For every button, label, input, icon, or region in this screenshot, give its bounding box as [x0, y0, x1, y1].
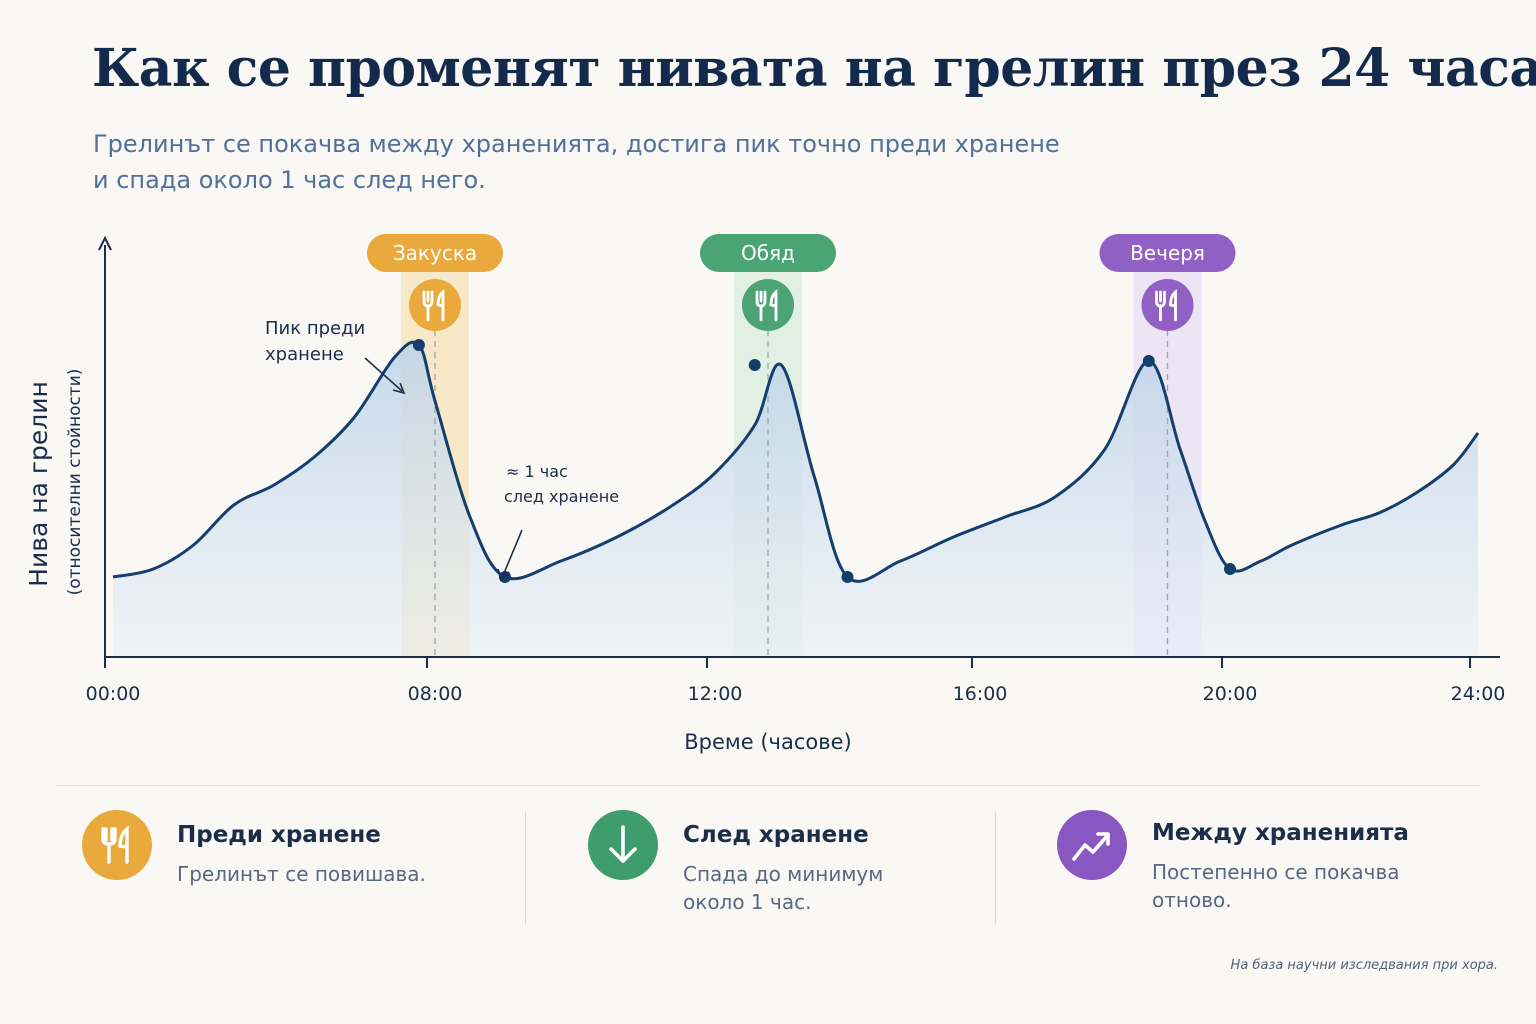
ghrelin-chart: 00:00 08:00 12:00 16:00 20:00 24:00 Закуска Об… — [24, 234, 1506, 754]
legend-title-between-meals: Между храненията — [1152, 820, 1409, 846]
fork-knife-icon-0 — [409, 279, 461, 331]
legend-title-before-meal: Преди хранене — [177, 822, 381, 848]
meal-pill-0 — [367, 234, 503, 272]
arrow-down-icon — [588, 810, 658, 880]
legend-separator-1 — [525, 812, 526, 924]
legend-desc-line: Постепенно се покачва — [1152, 860, 1400, 884]
meal-pill-text-0: Закуска — [393, 241, 477, 265]
ghrelin-area — [113, 342, 1478, 657]
x-tick-label-3: 16:00 — [953, 683, 1008, 705]
legend-desc-line: около 1 час. — [683, 890, 812, 914]
peak-annotation-line-1: Пик преди — [265, 318, 365, 339]
meal-pill-text-1: Обяд — [741, 241, 795, 265]
fork-knife-icon-2 — [1141, 279, 1194, 331]
legend-divider — [55, 785, 1480, 786]
x-axis-label: Време (часове) — [684, 730, 851, 754]
after-meal-annotation-line-2: след хранене — [504, 487, 619, 506]
legend-separator-2 — [995, 812, 996, 924]
y-axis-sublabel: (относителни стойности) — [65, 369, 85, 596]
y-axis-label: Нива на грелин — [24, 381, 53, 587]
peak-annotation-line-2: хранене — [265, 344, 344, 365]
peak-point-1 — [748, 359, 761, 371]
trough-point-2 — [1224, 563, 1236, 575]
trough-point-1 — [841, 571, 854, 583]
legend-desc-line: отново. — [1152, 888, 1232, 912]
peak-point-0 — [412, 339, 425, 351]
svg-text:Пик преди хранене: Пик преди хранене — [265, 318, 371, 365]
x-tick-label-0: 00:00 — [86, 683, 141, 705]
footnote: На база научни изследвания при хора. — [1230, 958, 1498, 973]
after-meal-annotation: ≈ 1 час след хранене — [497, 462, 619, 582]
meal-label-1: Обяд — [700, 234, 836, 272]
x-tick-label-1: 08:00 — [408, 683, 463, 705]
peak-annotation: Пик преди хранене — [265, 318, 406, 395]
legend-desc-between-meals: Постепенно се покачва отново. — [1152, 858, 1402, 914]
legend-desc-before-meal: Грелинът се повишава. — [177, 860, 427, 888]
legend-desc-line: Спада до минимум — [683, 862, 884, 886]
x-tick-label-5: 24:00 — [1451, 683, 1506, 705]
chart-axes — [98, 235, 1500, 658]
x-tick-label-4: 20:00 — [1203, 683, 1258, 705]
meal-pill-2 — [1099, 234, 1236, 272]
legend-desc-after-meal: Спада до минимум около 1 час. — [683, 860, 933, 916]
page-subtitle: Грелинът се покачва между храненията, до… — [93, 126, 1143, 198]
meal-pill-1 — [700, 234, 836, 272]
peak-point-2 — [1142, 355, 1155, 367]
page-title: Как се променят нивата на грелин през 24… — [92, 38, 1536, 99]
legend-desc-line: Грелинът се повишава. — [177, 862, 426, 886]
fork-knife-icon — [82, 810, 152, 880]
svg-text:≈ 1 час след хранене: ≈ 1 час след хранене — [504, 462, 619, 506]
after-meal-annotation-line-1: ≈ 1 час — [506, 462, 568, 481]
ghrelin-line — [112, 340, 1480, 583]
meal-pill-text-2: Вечеря — [1130, 241, 1205, 265]
subtitle-line-2: и спада около 1 час след него. — [93, 166, 486, 194]
legend-title-after-meal: След хранене — [683, 822, 869, 848]
meal-label-2: Вечеря — [1099, 234, 1236, 272]
trend-up-icon — [1057, 810, 1127, 880]
x-tick-label-2: 12:00 — [688, 683, 743, 705]
fork-knife-icon-1 — [742, 279, 794, 331]
subtitle-line-1: Грелинът се покачва между храненията, до… — [93, 130, 1060, 158]
meal-label-0: Закуска — [367, 234, 503, 272]
